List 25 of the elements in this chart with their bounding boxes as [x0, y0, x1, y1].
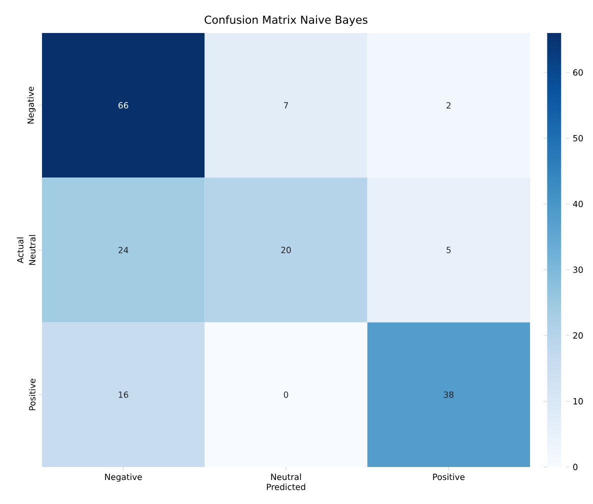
data-label: 16 — [118, 391, 128, 398]
data-label: 5 — [446, 246, 451, 254]
color-bar-label: 50 — [573, 135, 583, 142]
data-label: 2 — [446, 102, 451, 108]
chart-title: Confusion Matrix Naive Bayes — [204, 15, 368, 26]
data-label: 0 — [284, 391, 288, 398]
data-label: 66 — [118, 102, 128, 109]
color-bar-label: 10 — [574, 398, 583, 404]
color-bar-label: 60 — [573, 69, 583, 76]
y-tick-label: Positive — [28, 378, 36, 410]
y-axis-title: Actual — [16, 238, 24, 264]
data-label: 24 — [118, 246, 128, 254]
x-tick-label: Neutral — [271, 474, 301, 480]
y-tick-label: Neutral — [28, 235, 36, 265]
x-axis-title: Predicted — [266, 484, 306, 490]
y-tick-label: Negative — [27, 86, 36, 124]
x-tick-label: Negative — [105, 474, 142, 482]
color-bar-label: 20 — [573, 332, 583, 339]
color-bar-label: 0 — [573, 464, 578, 470]
data-label: 7 — [284, 102, 288, 108]
data-label: 20 — [281, 246, 291, 254]
color-bar-label: 40 — [573, 200, 583, 208]
color-bar-label: 30 — [573, 266, 583, 273]
x-tick-label: Positive — [433, 474, 465, 480]
data-label: 38 — [444, 391, 454, 398]
